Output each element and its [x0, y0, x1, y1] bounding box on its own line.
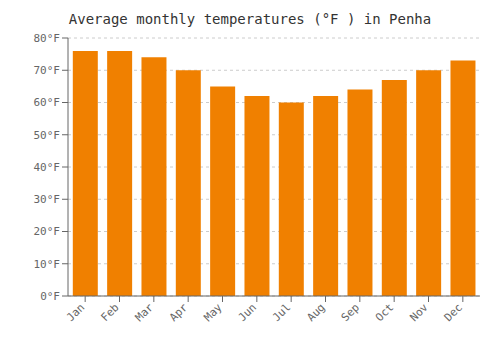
- svg-text:Feb: Feb: [98, 301, 121, 324]
- svg-text:40°F: 40°F: [34, 161, 61, 174]
- svg-text:10°F: 10°F: [34, 258, 61, 271]
- svg-text:30°F: 30°F: [34, 193, 61, 206]
- svg-text:Dec: Dec: [442, 301, 465, 324]
- svg-text:Sep: Sep: [339, 301, 362, 324]
- svg-text:Oct: Oct: [373, 301, 396, 324]
- html-text:Average monthly temperatures (: Average monthly temperatures (°F ) in Pe…: [68, 11, 432, 27]
- svg-text:Aug: Aug: [304, 301, 327, 324]
- svg-text:0°F: 0°F: [40, 290, 60, 303]
- svg-text:Jun: Jun: [236, 301, 259, 324]
- svg-text:Jan: Jan: [64, 301, 87, 324]
- svg-text:Jul: Jul: [270, 301, 293, 324]
- svg-text:50°F: 50°F: [34, 129, 61, 142]
- svg-text:60°F: 60°F: [34, 96, 61, 109]
- svg-text:Mar: Mar: [133, 301, 157, 325]
- svg-text:Nov: Nov: [407, 301, 431, 325]
- svg-text:May: May: [201, 301, 225, 325]
- svg-text:70°F: 70°F: [34, 64, 61, 77]
- svg-text:20°F: 20°F: [34, 225, 61, 238]
- svg-text:80°F: 80°F: [34, 32, 61, 45]
- svg-text:Apr: Apr: [167, 301, 191, 325]
